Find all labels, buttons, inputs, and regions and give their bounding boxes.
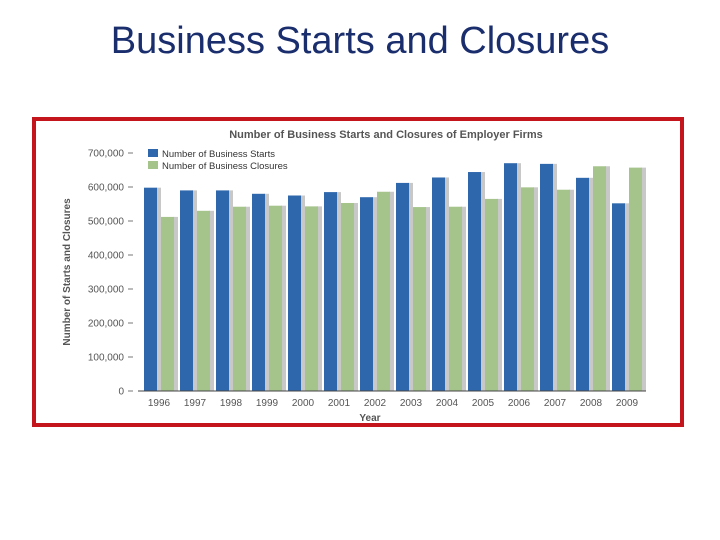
x-tick-label: 2004 bbox=[436, 398, 459, 409]
bar-starts bbox=[432, 177, 445, 391]
slide-title: Business Starts and Closures bbox=[110, 20, 610, 62]
y-tick-label: 600,000 bbox=[88, 183, 125, 194]
bar-starts bbox=[252, 193, 265, 391]
bar-shadow bbox=[192, 190, 197, 391]
chart-frame: Number of Business Starts and Closures o… bbox=[32, 117, 684, 427]
y-tick-label: 400,000 bbox=[88, 251, 125, 262]
bar-shadow bbox=[605, 166, 610, 391]
x-tick-label: 1996 bbox=[148, 398, 171, 409]
y-tick-label: 700,000 bbox=[88, 149, 125, 160]
x-tick-label: 2003 bbox=[400, 398, 423, 409]
bar-shadow bbox=[516, 163, 521, 391]
y-tick-label: 100,000 bbox=[88, 353, 125, 364]
bar-shadow bbox=[228, 190, 233, 391]
bar-shadow bbox=[533, 187, 538, 391]
x-tick-label: 2000 bbox=[292, 398, 315, 409]
y-tick-label: 500,000 bbox=[88, 217, 125, 228]
bar-starts bbox=[180, 190, 193, 391]
legend-label: Number of Business Closures bbox=[162, 161, 288, 172]
chart-title: Number of Business Starts and Closures o… bbox=[229, 129, 543, 141]
bar-starts bbox=[504, 163, 517, 391]
x-tick-label: 2009 bbox=[616, 398, 639, 409]
bar-starts bbox=[144, 187, 157, 391]
bar-closures bbox=[233, 206, 246, 391]
bar-closures bbox=[629, 167, 642, 391]
y-tick-label: 300,000 bbox=[88, 285, 125, 296]
bar-shadow bbox=[317, 206, 322, 391]
x-tick-label: 1999 bbox=[256, 398, 279, 409]
bar-closures bbox=[161, 216, 174, 391]
bar-starts bbox=[288, 195, 301, 391]
bar-starts bbox=[324, 192, 337, 391]
bar-closures bbox=[521, 187, 534, 391]
bar-shadow bbox=[264, 193, 269, 391]
bar-shadow bbox=[300, 195, 305, 391]
bar-starts bbox=[396, 182, 409, 391]
bar-closures bbox=[341, 202, 354, 391]
x-tick-label: 2002 bbox=[364, 398, 387, 409]
bar-shadow bbox=[461, 206, 466, 391]
bar-shadow bbox=[353, 202, 358, 391]
bar-shadow bbox=[245, 206, 250, 391]
bar-shadow bbox=[173, 216, 178, 391]
x-tick-label: 1998 bbox=[220, 398, 243, 409]
bar-closures bbox=[593, 166, 606, 391]
bar-closures bbox=[269, 205, 282, 391]
y-axis: 0 100,000 200,000 300,000 400,000 500,000 600,… bbox=[88, 149, 133, 398]
bar-shadow bbox=[336, 192, 341, 391]
bar-starts bbox=[216, 190, 229, 391]
x-tick-label: 2008 bbox=[580, 398, 603, 409]
bar-starts bbox=[612, 203, 625, 391]
bar-shadow bbox=[641, 167, 646, 391]
legend-swatch bbox=[148, 161, 158, 169]
bar-shadow bbox=[480, 172, 485, 391]
bar-chart: Number of Business Starts and Closures o… bbox=[62, 129, 646, 424]
bar-closures bbox=[449, 206, 462, 391]
y-axis-label: Number of Starts and Closures bbox=[62, 198, 73, 346]
y-tick-label: 0 bbox=[118, 387, 124, 398]
legend-swatch bbox=[148, 149, 158, 157]
x-tick-label: 1997 bbox=[184, 398, 207, 409]
x-tick-label: 2005 bbox=[472, 398, 495, 409]
bar-closures bbox=[557, 189, 570, 391]
bar-shadow bbox=[281, 205, 286, 391]
bar-closures bbox=[485, 198, 498, 391]
bar-shadow bbox=[372, 197, 377, 391]
bar-starts bbox=[360, 197, 373, 391]
bar-starts bbox=[576, 177, 589, 391]
bars bbox=[144, 163, 646, 391]
bar-shadow bbox=[588, 177, 593, 391]
y-tick-label: 200,000 bbox=[88, 319, 125, 330]
x-axis: 1996 1997 1998 1999 2000 2001 2002 2003 2004 2005… bbox=[138, 390, 646, 409]
bar-closures bbox=[305, 206, 318, 391]
x-axis-label: Year bbox=[359, 413, 380, 423]
bar-closures bbox=[377, 191, 390, 391]
bar-shadow bbox=[425, 207, 430, 391]
bar-starts bbox=[468, 172, 481, 391]
x-tick-label: 2001 bbox=[328, 398, 351, 409]
bar-closures bbox=[197, 210, 210, 391]
bar-shadow bbox=[444, 177, 449, 391]
bar-shadow bbox=[389, 191, 394, 391]
bar-shadow bbox=[569, 189, 574, 391]
legend-label: Number of Business Starts bbox=[162, 149, 275, 160]
bar-shadow bbox=[408, 182, 413, 391]
bar-shadow bbox=[552, 163, 557, 391]
bar-starts bbox=[540, 163, 553, 391]
x-tick-label: 2006 bbox=[508, 398, 531, 409]
bar-closures bbox=[413, 207, 426, 391]
x-tick-label: 2007 bbox=[544, 398, 567, 409]
bar-shadow bbox=[156, 187, 161, 391]
bar-shadow bbox=[209, 210, 214, 391]
bar-shadow bbox=[497, 198, 502, 391]
bar-shadow bbox=[624, 203, 629, 391]
